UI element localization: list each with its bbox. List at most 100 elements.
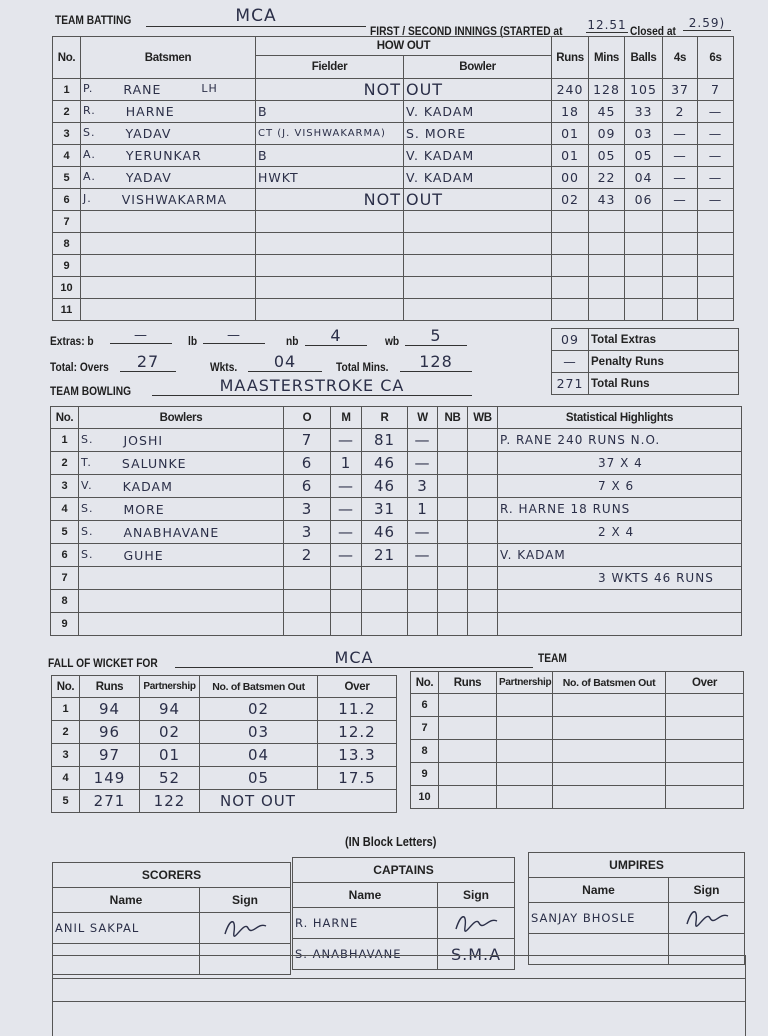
balls: 105: [624, 78, 664, 101]
statistical-highlight: 7 X 6: [497, 474, 742, 498]
extras-b: —: [110, 328, 172, 344]
row-number: 3: [50, 474, 79, 498]
col-overs: O: [283, 406, 331, 429]
fow-row: 4 149 52 05 17.5: [51, 766, 397, 790]
fow-partnership: 02: [139, 720, 200, 744]
bowling-row: 9: [50, 612, 742, 636]
statistical-highlight: P. RANE 240 RUNS N.O.: [497, 428, 742, 452]
fow-runs: 271: [79, 789, 140, 813]
fow-table-left: No. Runs Partnership No. of Batsmen Out …: [51, 675, 397, 813]
fow-runs: 96: [79, 720, 140, 744]
bowler-name: T. SALUNKE: [78, 451, 284, 475]
batsman-initial: R.: [83, 104, 96, 117]
row-number: 9: [410, 762, 439, 786]
scorers-name: [52, 943, 200, 975]
signature: [668, 902, 745, 934]
fours: —: [662, 166, 699, 189]
bowling-wb: [467, 612, 498, 636]
batsman-initial: S.: [81, 524, 94, 538]
balls: 03: [624, 122, 664, 145]
extras-wb-label: wb: [385, 334, 400, 348]
signature: [199, 912, 291, 944]
col-mins: Mins: [588, 36, 626, 79]
fours: 37: [662, 78, 699, 101]
bowling-table: No. Bowlers O M R W NB WB Statistical Hi…: [50, 406, 742, 636]
batting-row: 6 J. VISHWAKARMA NOT OUT 02 43 06— —: [52, 188, 735, 211]
remarks-box: [52, 955, 746, 1036]
sign-header: Sign: [199, 887, 291, 913]
sixes: 7: [697, 78, 735, 101]
batsman-name: [80, 298, 256, 321]
mins: 43: [588, 188, 626, 211]
player-surname: YADAV: [125, 126, 172, 141]
fow-row: 9: [410, 762, 744, 786]
fielder: [255, 210, 404, 233]
bowler: [402, 254, 553, 277]
sixes: —: [697, 166, 735, 189]
fow-batsmen-out: [552, 693, 666, 717]
mins: [588, 232, 626, 255]
fow-runs: 94: [79, 697, 140, 721]
fow-partnership: 94: [139, 697, 200, 721]
batting-row: 11: [52, 298, 735, 321]
bowling-wb: [467, 566, 498, 590]
bowling-wb: [467, 543, 498, 567]
mins: 22: [588, 166, 626, 189]
total-mins-value: 128: [400, 352, 472, 372]
bowling-nb: [437, 520, 468, 544]
bowling-r: [361, 589, 408, 613]
col-partnership: Partnership: [496, 671, 553, 694]
balls: [624, 254, 664, 277]
row-number: 3: [52, 122, 81, 145]
fow-runs: 97: [79, 743, 140, 767]
col-batsmen-out: No. of Batsmen Out: [552, 671, 666, 694]
fours: 2: [662, 100, 699, 123]
col-runs: Runs: [79, 675, 140, 698]
player-surname: RANE: [123, 82, 162, 97]
fow-runs: [438, 693, 497, 717]
col-batsmen-out: No. of Batsmen Out: [199, 675, 318, 698]
team-batting-label: TEAM BATTING: [55, 13, 132, 27]
closed-at: 2.59): [683, 16, 731, 31]
bowling-r: 46: [361, 474, 408, 498]
statistical-highlight: 2 X 4: [497, 520, 742, 544]
row-number: 2: [51, 720, 80, 744]
balls: [624, 298, 664, 321]
statistical-highlight: [497, 589, 742, 613]
runs: [551, 232, 590, 255]
col-no: No.: [50, 406, 79, 429]
col-runs: Runs: [551, 36, 590, 79]
fow-row: 1 94 94 02 11.2: [51, 697, 397, 721]
player-surname: YADAV: [125, 170, 172, 185]
row-number: 2: [50, 451, 79, 475]
bowling-o: 6: [283, 474, 331, 498]
col-maidens: M: [330, 406, 362, 429]
batting-row: 8: [52, 232, 735, 255]
bowling-nb: [437, 566, 468, 590]
fours: [662, 232, 699, 255]
fow-partnership: [496, 785, 553, 809]
extras-nb-label: nb: [286, 334, 299, 348]
balls: 05: [624, 144, 664, 167]
bowler-name: [78, 566, 284, 590]
remarks-line: [53, 956, 745, 979]
sixes: [697, 276, 735, 299]
bowling-m: 1: [330, 451, 362, 475]
runs: [551, 254, 590, 277]
col-no: No.: [52, 36, 81, 79]
row-number: 5: [52, 166, 81, 189]
bowler-name: [78, 612, 284, 636]
total-mins-label: Total Mins.: [336, 360, 389, 374]
col-bowlers: Bowlers: [78, 406, 284, 429]
fow-over: [665, 693, 744, 717]
bowling-r: 81: [361, 428, 408, 452]
sixes: [697, 232, 735, 255]
fow-batsmen-out: 02: [199, 697, 318, 721]
fielder: NOT: [255, 78, 404, 101]
batsman-name: S. YADAV: [80, 122, 256, 145]
row-number: 5: [50, 520, 79, 544]
balls: [624, 232, 664, 255]
fours: [662, 210, 699, 233]
col-bowler: Bowler: [402, 55, 553, 79]
fow-over: [665, 716, 744, 740]
